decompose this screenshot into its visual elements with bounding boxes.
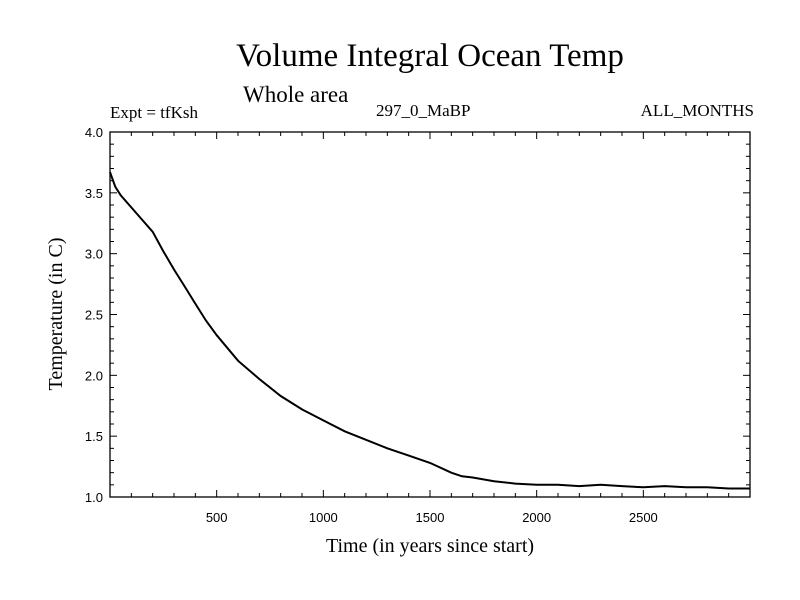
y-tick-label: 3.0 — [85, 247, 103, 262]
experiment-label: Expt = tfKsh — [110, 103, 198, 122]
period-label: 297_0_MaBP — [376, 101, 471, 120]
chart-title: Volume Integral Ocean Temp — [236, 38, 624, 74]
series-line — [109, 171, 750, 490]
x-tick-label: 500 — [206, 510, 228, 525]
chart-subtitle: Whole area — [243, 82, 349, 107]
months-label: ALL_MONTHS — [640, 101, 754, 120]
y-tick-label: 1.5 — [85, 429, 103, 444]
y-axis-label: Temperature (in C) — [45, 238, 67, 391]
tick-labels-group: 500 1000 1500 2000 2500 1.0 1.5 2.0 2.5 3.0 3.5 4.0 — [85, 125, 658, 525]
y-tick-label: 2.0 — [85, 368, 103, 383]
y-tick-label: 4.0 — [85, 125, 103, 140]
y-tick-label: 1.0 — [85, 490, 103, 505]
x-tick-label: 1000 — [309, 510, 338, 525]
ticks-group — [110, 131, 750, 498]
x-tick-label: 2000 — [522, 510, 551, 525]
x-tick-label: 1500 — [416, 510, 445, 525]
x-axis-label: Time (in years since start) — [326, 535, 534, 557]
x-tick-label: 2500 — [629, 510, 658, 525]
plot-frame — [109, 131, 751, 498]
y-tick-label: 3.5 — [85, 186, 103, 201]
y-tick-label: 2.5 — [85, 308, 103, 323]
